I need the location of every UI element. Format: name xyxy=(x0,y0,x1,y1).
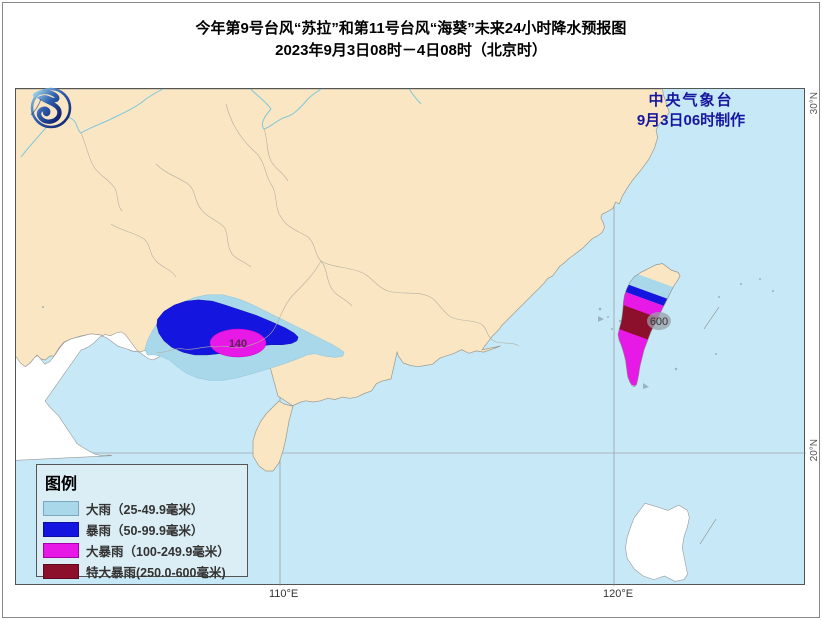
svg-text:600: 600 xyxy=(650,316,668,328)
svg-text:140: 140 xyxy=(229,338,247,350)
